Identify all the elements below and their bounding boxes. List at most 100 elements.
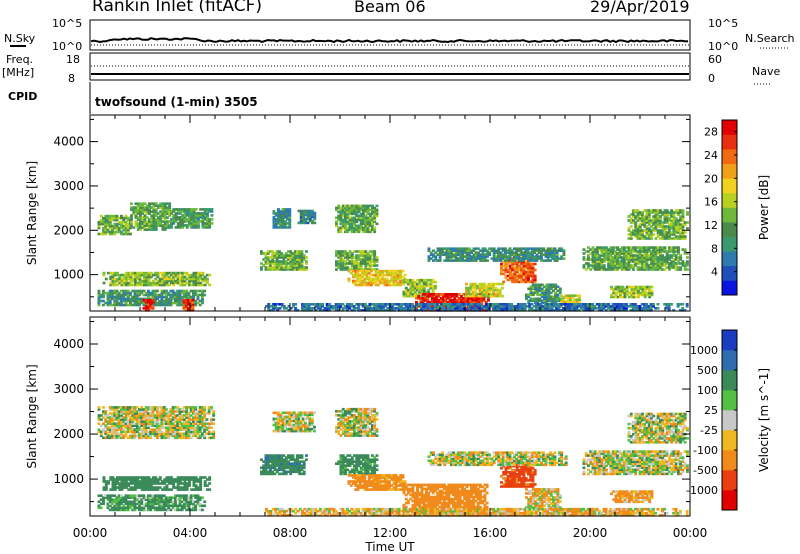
data-cell: [511, 278, 515, 282]
data-cell: [522, 266, 526, 270]
data-cell: [305, 305, 309, 308]
data-cell: [618, 309, 622, 312]
data-cell: [273, 266, 277, 269]
data-cell: [392, 277, 396, 281]
data-cell: [176, 281, 180, 285]
data-cell: [108, 436, 112, 440]
data-cell: [413, 294, 417, 298]
data-cell: [517, 303, 520, 306]
data-cell: [659, 266, 662, 269]
data-cell: [686, 221, 689, 224]
data-cell: [185, 218, 189, 221]
data-cell: [183, 275, 187, 279]
data-cell: [647, 233, 651, 236]
data-cell: [371, 218, 374, 222]
data-cell: [531, 293, 535, 297]
data-cell: [288, 214, 292, 217]
data-cell: [109, 277, 113, 281]
data-cell: [122, 303, 126, 307]
data-cell: [533, 276, 537, 280]
data-cell: [158, 434, 162, 438]
data-cell: [402, 280, 406, 284]
data-cell: [365, 269, 369, 273]
data-cell: [288, 212, 292, 215]
data-cell: [147, 295, 150, 299]
data-cell: [305, 303, 309, 306]
data-cell: [152, 226, 156, 229]
data-cell: [483, 255, 487, 258]
data-cell: [459, 255, 462, 258]
data-cell: [605, 256, 608, 259]
data-cell: [359, 262, 363, 265]
data-cell: [170, 226, 173, 229]
data-cell: [337, 266, 341, 269]
data-cell: [447, 253, 451, 256]
data-cell: [144, 301, 148, 304]
data-cell: [367, 269, 371, 273]
data-cell: [330, 307, 334, 310]
data-cell: [124, 293, 128, 297]
data-cell: [531, 283, 535, 287]
data-cell: [558, 287, 562, 291]
data-cell: [117, 230, 121, 234]
data-cell: [397, 269, 400, 273]
data-cell: [208, 226, 212, 229]
data-cell: [138, 418, 141, 421]
data-cell: [546, 305, 550, 308]
data-cell: [152, 222, 156, 225]
data-cell: [611, 252, 615, 255]
data-cell: [494, 303, 498, 306]
data-cell: [280, 254, 284, 257]
nave-tick-high: 60: [708, 53, 722, 66]
data-cell: [404, 280, 408, 284]
data-cell: [356, 279, 360, 283]
data-cell: [124, 303, 128, 307]
data-cell: [609, 309, 613, 312]
data-cell: [147, 301, 150, 304]
data-cell: [538, 299, 542, 303]
data-cell: [152, 281, 155, 285]
data-cell: [610, 285, 613, 289]
data-cell: [558, 257, 561, 260]
data-cell: [183, 216, 187, 219]
data-cell: [335, 262, 338, 265]
data-cell: [124, 426, 128, 429]
data-cell: [206, 216, 209, 219]
data-cell: [158, 422, 162, 425]
data-cell: [522, 262, 526, 266]
data-cell: [562, 253, 566, 256]
data-cell: [413, 284, 417, 288]
data-cell: [537, 255, 541, 258]
data-cell: [562, 249, 566, 252]
data-cell: [650, 262, 653, 265]
data-cell: [188, 222, 191, 225]
data-cell: [524, 260, 528, 264]
data-cell: [652, 258, 656, 261]
data-cell: [587, 250, 590, 253]
data-cell: [346, 226, 350, 230]
data-cell: [275, 256, 279, 259]
data-cell: [157, 204, 160, 207]
data-cell: [106, 428, 110, 431]
data-cell: [267, 307, 271, 310]
data-cell: [636, 211, 640, 214]
data-cell: [346, 214, 350, 218]
data-cell: [600, 303, 604, 306]
data-cell: [358, 277, 362, 281]
data-cell: [479, 249, 483, 252]
data-cell: [142, 416, 146, 419]
data-cell: [339, 258, 343, 261]
data-cell: [406, 303, 410, 306]
data-cell: [332, 305, 336, 308]
data-cell: [153, 289, 157, 293]
data-cell: [151, 289, 155, 293]
data-cell: [356, 275, 360, 279]
data-cell: [543, 285, 546, 289]
data-cell: [167, 410, 171, 413]
data-cell: [353, 216, 356, 220]
data-cell: [113, 426, 117, 429]
data-cell: [652, 250, 656, 253]
data-cell: [455, 295, 459, 298]
data-cell: [141, 222, 145, 225]
data-cell: [145, 279, 149, 283]
